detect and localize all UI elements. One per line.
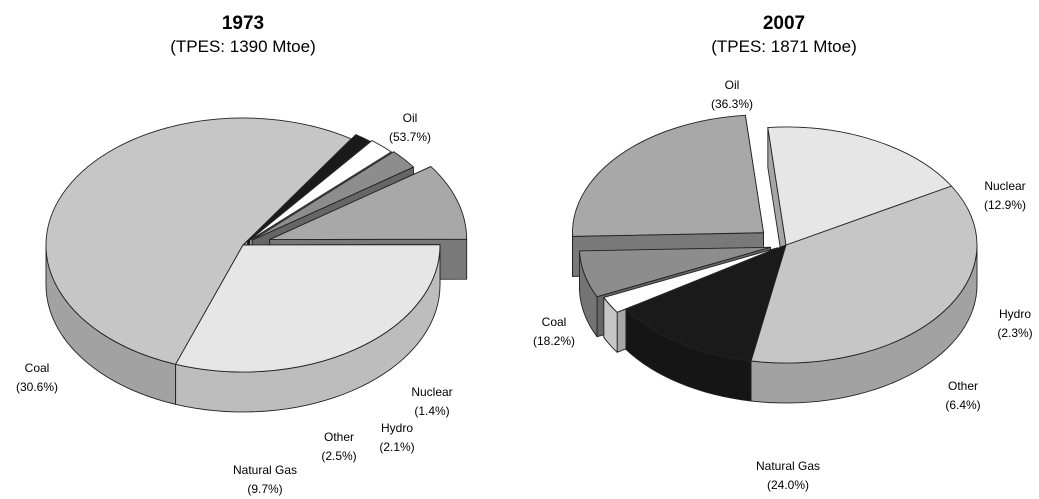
natural-gas-value-label: (9.7%) <box>247 482 282 496</box>
oil-label: Oil <box>403 111 418 125</box>
pie-slices <box>572 114 978 404</box>
chart-subtitle: (TPES: 1871 Mtoe) <box>711 37 857 56</box>
natural-gas-label: Natural Gas <box>756 459 820 473</box>
slice-labels: Oil (36.3%) Nuclear (12.9%) Hydro (2.3%) Other… <box>533 78 1033 492</box>
nuclear-label: Nuclear <box>411 385 452 399</box>
coal-label: Coal <box>25 361 50 375</box>
chart-subtitle: (TPES: 1390 Mtoe) <box>170 37 316 56</box>
hydro-label: Hydro <box>381 421 413 435</box>
nuclear-value-label: (1.4%) <box>414 404 449 418</box>
hydro-slice <box>249 140 392 241</box>
chart-title: 2007 <box>763 13 805 34</box>
natural-gas-value-label: (24.0%) <box>767 478 809 492</box>
other-label: Other <box>948 379 978 393</box>
pie-chart-1973: 1973 (TPES: 1390 Mtoe) Oil (53.7%) Nuclear… <box>16 13 468 496</box>
oil-value-label: (53.7%) <box>389 130 431 144</box>
natural-gas-slice <box>269 166 468 240</box>
hydro-slice <box>603 247 778 313</box>
slice-labels: Oil (53.7%) Nuclear (1.4%)Hydro (2.1%) Other (… <box>16 111 453 496</box>
nuclear-slice <box>625 244 787 362</box>
other-value-label: (6.4%) <box>945 398 980 412</box>
hydro-value-label: (2.3%) <box>997 326 1032 340</box>
oil-slice <box>45 117 352 365</box>
other-value-label: (2.5%) <box>321 449 356 463</box>
coal-value-label: (30.6%) <box>16 380 58 394</box>
natural-gas-slice <box>572 114 764 237</box>
pie-slices <box>45 117 468 413</box>
nuclear-label: Nuclear <box>984 179 1025 193</box>
pie-chart-2007: 2007 (TPES: 1871 Mtoe) Oil (36.3%) Nuclear… <box>533 13 1033 492</box>
natural-gas-label: Natural Gas <box>233 463 297 477</box>
coal-label: Coal <box>542 315 567 329</box>
oil-slice <box>750 185 978 364</box>
oil-label: Oil <box>725 78 740 92</box>
coal-slice <box>175 244 441 373</box>
other-slice <box>251 151 414 241</box>
hydro-value-label: (2.1%) <box>379 440 414 454</box>
coal-value-label: (18.2%) <box>533 334 575 348</box>
oil-value-label: (36.3%) <box>711 97 753 111</box>
other-slice <box>579 246 771 298</box>
chart-title: 1973 <box>222 13 264 34</box>
other-label: Other <box>324 430 354 444</box>
nuclear-value-label: (12.9%) <box>984 198 1026 212</box>
nuclear-slice <box>247 134 371 242</box>
hydro-label: Hydro <box>999 307 1031 321</box>
coal-slice <box>767 126 952 246</box>
